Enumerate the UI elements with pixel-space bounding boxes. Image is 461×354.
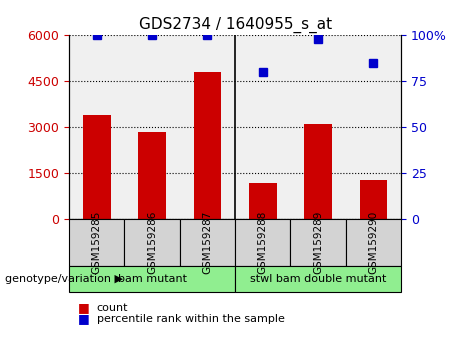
Text: GSM159288: GSM159288 — [258, 211, 268, 274]
Title: GDS2734 / 1640955_s_at: GDS2734 / 1640955_s_at — [139, 16, 331, 33]
Text: percentile rank within the sample: percentile rank within the sample — [97, 314, 285, 324]
Text: stwl bam double mutant: stwl bam double mutant — [250, 274, 386, 284]
Text: genotype/variation ▶: genotype/variation ▶ — [5, 274, 123, 284]
Bar — [360, 179, 387, 219]
Bar — [249, 183, 277, 219]
Text: bam mutant: bam mutant — [118, 274, 187, 284]
Text: count: count — [97, 303, 128, 313]
Text: ■: ■ — [78, 312, 90, 325]
Bar — [304, 124, 332, 219]
Text: GSM159286: GSM159286 — [147, 211, 157, 274]
Bar — [83, 115, 111, 219]
Text: GSM159285: GSM159285 — [92, 211, 102, 274]
Text: GSM159287: GSM159287 — [202, 211, 213, 274]
Bar — [138, 132, 166, 219]
Bar — [194, 72, 221, 219]
Text: ■: ■ — [78, 302, 90, 314]
Text: GSM159289: GSM159289 — [313, 211, 323, 274]
Text: GSM159290: GSM159290 — [368, 211, 378, 274]
